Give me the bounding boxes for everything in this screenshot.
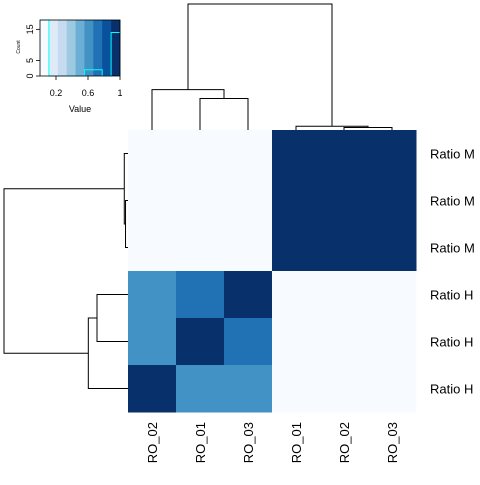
heatmap-cell bbox=[320, 271, 369, 319]
heatmap-cell bbox=[368, 177, 417, 225]
color-key-swatch bbox=[102, 20, 112, 76]
column-label: RO_03 bbox=[385, 422, 400, 463]
color-key: Value Count 0.2 0.6 1 0 5 15 bbox=[16, 19, 123, 114]
heatmap-cell bbox=[272, 177, 321, 225]
row-label: Ratio H bbox=[430, 335, 473, 350]
color-key-y-tick-label: 0 bbox=[25, 73, 35, 78]
color-key-x-tick-label: 0.6 bbox=[82, 88, 95, 98]
heatmap-cell bbox=[128, 271, 177, 319]
heatmap-cell bbox=[272, 318, 321, 366]
column-label: RO_03 bbox=[241, 422, 256, 463]
heatmap-cell bbox=[368, 318, 417, 366]
heatmap-cell bbox=[272, 271, 321, 319]
dendrogram-branch bbox=[199, 98, 249, 130]
dendrogram-branch bbox=[151, 89, 225, 130]
color-key-x-tick-label: 0.2 bbox=[50, 88, 63, 98]
heatmap-cell bbox=[224, 271, 273, 319]
dendrogram-branch bbox=[3, 188, 125, 354]
dendrogram-branch bbox=[96, 294, 128, 342]
column-label: RO_02 bbox=[337, 422, 352, 463]
row-dendrogram bbox=[3, 153, 128, 389]
color-key-swatch bbox=[111, 20, 121, 76]
column-label: RO_01 bbox=[193, 422, 208, 463]
color-key-swatch bbox=[66, 20, 76, 76]
heatmap-cell bbox=[176, 177, 225, 225]
heatmap-cell bbox=[224, 224, 273, 272]
heatmap-cell bbox=[320, 177, 369, 225]
heatmap-cell bbox=[128, 365, 177, 413]
heatmap-cell bbox=[368, 271, 417, 319]
heatmap-cell bbox=[368, 365, 417, 413]
column-labels: RO_02 RO_01 RO_03 RO_01 RO_02 RO_03 bbox=[145, 422, 400, 463]
row-label: Ratio M bbox=[430, 194, 475, 209]
row-label: Ratio M bbox=[430, 147, 475, 162]
heatmap-cell bbox=[176, 271, 225, 319]
heatmap-cell bbox=[176, 318, 225, 366]
heatmap-cell bbox=[176, 224, 225, 272]
column-label: RO_02 bbox=[145, 422, 160, 463]
color-key-swatch bbox=[40, 20, 50, 76]
heatmap-cell bbox=[224, 318, 273, 366]
dendrogram-branch bbox=[343, 126, 393, 130]
heatmap-cell bbox=[128, 318, 177, 366]
color-key-frame bbox=[39, 19, 121, 77]
heatmap-cell bbox=[272, 224, 321, 272]
heatmap-cell bbox=[368, 130, 417, 178]
row-labels: Ratio M Ratio M Ratio M Ratio H Ratio H Ratio… bbox=[430, 147, 475, 397]
color-key-swatch bbox=[48, 20, 59, 76]
heatmap-cell bbox=[128, 130, 177, 178]
heatmap-cell bbox=[320, 318, 369, 366]
heatmap-cell bbox=[128, 177, 177, 225]
heatmap-cell bbox=[224, 177, 273, 225]
dendrogram-branch bbox=[295, 125, 369, 130]
heatmap-cell bbox=[272, 130, 321, 178]
color-key-title: Value bbox=[69, 104, 91, 114]
color-key-swatch bbox=[57, 20, 67, 76]
heatmap-cell bbox=[176, 130, 225, 178]
heatmap-cell bbox=[320, 365, 369, 413]
color-key-y-tick-label: 15 bbox=[25, 24, 35, 34]
row-label: Ratio M bbox=[430, 241, 475, 256]
heatmap-cell bbox=[224, 365, 273, 413]
row-label: Ratio H bbox=[430, 382, 473, 397]
dendrogram-branch bbox=[87, 317, 128, 389]
heatmap-cell bbox=[176, 365, 225, 413]
heatmap-cell bbox=[224, 130, 273, 178]
color-key-swatch bbox=[93, 20, 103, 76]
color-key-swatch bbox=[75, 20, 85, 76]
color-key-y-tick-label: 5 bbox=[25, 58, 35, 63]
column-dendrogram bbox=[151, 3, 393, 130]
heatmap-cell bbox=[320, 130, 369, 178]
heatmap-cells bbox=[128, 130, 417, 413]
dendrogram-branch bbox=[123, 153, 128, 225]
dendrogram-branch bbox=[187, 3, 333, 127]
color-key-x-tick-label: 1 bbox=[117, 88, 122, 98]
row-label: Ratio H bbox=[430, 288, 473, 303]
color-key-swatch bbox=[84, 20, 94, 76]
heatmap-cell bbox=[272, 365, 321, 413]
color-key-ylabel: Count bbox=[16, 40, 22, 54]
heatmap-cell bbox=[368, 224, 417, 272]
dendrogram-branch bbox=[125, 200, 128, 248]
heatmap-cell bbox=[128, 224, 177, 272]
column-label: RO_01 bbox=[289, 422, 304, 463]
heatmap-cell bbox=[320, 224, 369, 272]
